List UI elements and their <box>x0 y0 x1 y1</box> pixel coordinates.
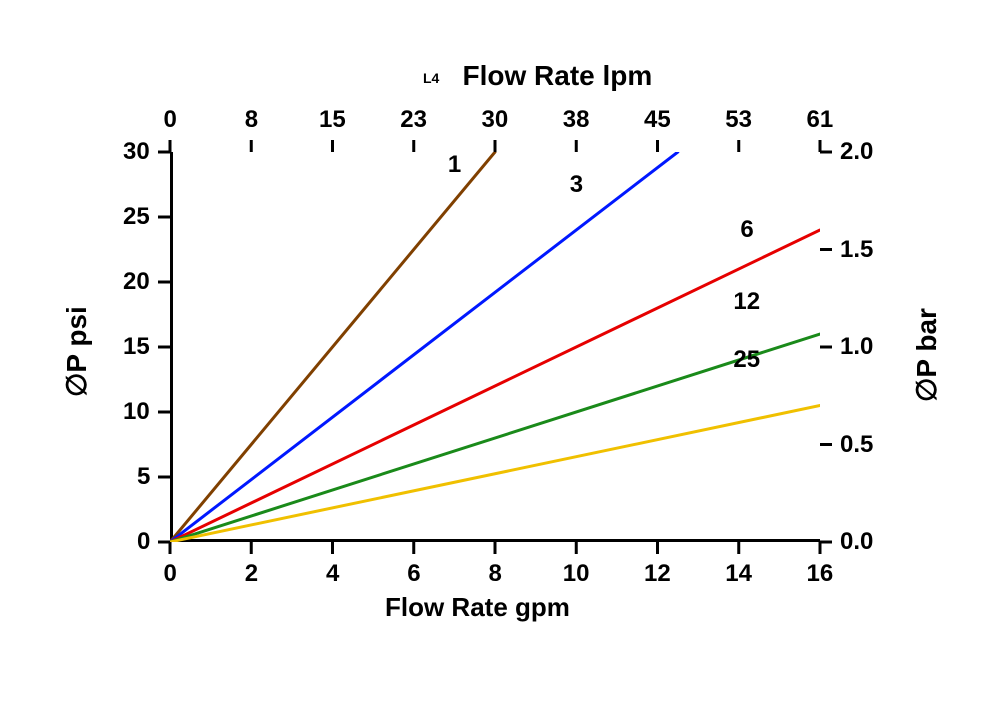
plot-area <box>170 152 820 542</box>
tick-label-left: 30 <box>123 138 150 166</box>
series-label-12: 12 <box>733 288 760 316</box>
tick-label-right: 2.0 <box>840 138 873 166</box>
tick-label-left: 25 <box>123 203 150 231</box>
series-label-6: 6 <box>740 216 753 244</box>
tick-label-top: 0 <box>164 106 177 134</box>
tick-label-top: 45 <box>644 106 671 134</box>
tick-label-bottom: 2 <box>245 560 258 588</box>
tick-label-top: 61 <box>807 106 834 134</box>
series-label-3: 3 <box>570 171 583 199</box>
series-label-1: 1 <box>448 151 461 179</box>
axis-title-top: Flow Rate lpm <box>463 60 653 92</box>
tick-label-bottom: 6 <box>407 560 420 588</box>
tick-label-top: 23 <box>400 106 427 134</box>
tick-label-top: 8 <box>245 106 258 134</box>
tick-label-bottom: 16 <box>807 560 834 588</box>
tick-label-bottom: 0 <box>164 560 177 588</box>
tick-label-top: 30 <box>482 106 509 134</box>
tick-label-top: 38 <box>563 106 590 134</box>
tick-label-right: 0.5 <box>840 431 873 459</box>
tick-label-bottom: 14 <box>725 560 752 588</box>
tick-label-bottom: 10 <box>563 560 590 588</box>
tick-label-bottom: 4 <box>326 560 339 588</box>
tick-label-left: 0 <box>137 528 150 556</box>
series-label-25: 25 <box>733 346 760 374</box>
tick-label-right: 1.5 <box>840 236 873 264</box>
tick-label-right: 0.0 <box>840 528 873 556</box>
tick-label-left: 5 <box>137 463 150 491</box>
tick-label-bottom: 12 <box>644 560 671 588</box>
l4-label: L4 <box>423 70 439 86</box>
tick-label-left: 15 <box>123 333 150 361</box>
tick-label-right: 1.0 <box>840 333 873 361</box>
axis-title-left: ∅P psi <box>60 306 93 397</box>
tick-label-bottom: 8 <box>489 560 502 588</box>
tick-label-top: 53 <box>725 106 752 134</box>
axis-title-right: ∅P bar <box>910 308 943 402</box>
axis-title-bottom: Flow Rate gpm <box>385 592 570 623</box>
tick-label-left: 20 <box>123 268 150 296</box>
tick-label-top: 15 <box>319 106 346 134</box>
chart-container: Flow Rate lpm L4 Flow Rate gpm ∅P psi ∅P… <box>0 0 996 708</box>
tick-label-left: 10 <box>123 398 150 426</box>
